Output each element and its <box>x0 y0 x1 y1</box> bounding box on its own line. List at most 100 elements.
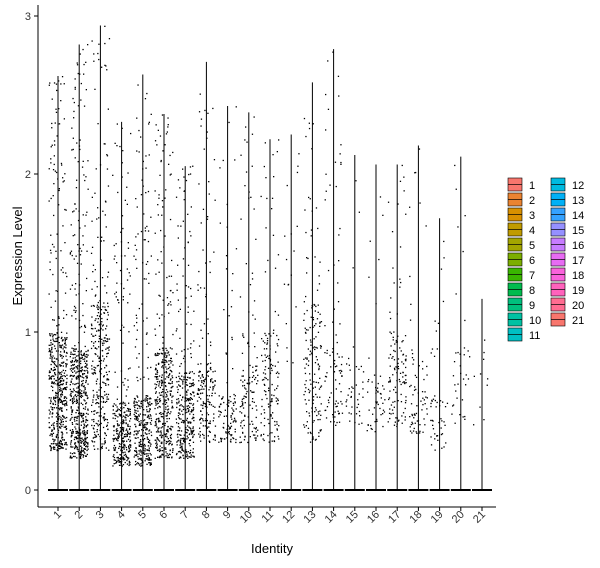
data-point <box>260 422 262 424</box>
data-point <box>176 406 178 409</box>
data-point <box>82 379 84 382</box>
data-point <box>105 371 108 373</box>
data-point <box>167 397 169 400</box>
data-point <box>234 419 236 421</box>
data-point <box>166 372 168 374</box>
data-point <box>104 337 106 339</box>
data-point <box>103 419 106 422</box>
data-point <box>196 400 199 402</box>
data-point <box>125 414 127 416</box>
data-point <box>234 159 236 161</box>
data-point <box>186 394 188 396</box>
data-point <box>48 293 50 295</box>
data-point <box>157 396 159 398</box>
data-point <box>107 108 109 110</box>
data-point <box>57 394 59 396</box>
data-point <box>69 356 71 358</box>
data-point <box>435 330 437 332</box>
data-point <box>55 379 58 382</box>
data-point <box>231 338 233 341</box>
data-point <box>201 386 203 388</box>
data-point <box>156 403 158 405</box>
data-point <box>116 410 118 412</box>
x-tick-label: 17 <box>386 509 403 526</box>
data-point <box>74 442 76 444</box>
data-point <box>123 326 125 328</box>
data-point <box>51 357 53 359</box>
data-point <box>75 383 77 385</box>
data-point <box>119 460 122 463</box>
data-point <box>213 159 216 161</box>
data-point <box>57 328 59 330</box>
data-point <box>147 190 150 193</box>
data-point <box>243 397 245 400</box>
data-point <box>50 443 53 445</box>
data-point <box>352 267 354 269</box>
data-point <box>370 424 372 427</box>
data-point <box>117 191 119 194</box>
data-point <box>188 399 190 401</box>
data-point <box>253 208 255 210</box>
data-point <box>198 183 200 185</box>
data-point <box>389 417 391 420</box>
data-point <box>367 391 369 393</box>
points-10 <box>239 116 259 444</box>
data-point <box>55 443 57 445</box>
data-point <box>253 332 255 334</box>
data-point <box>86 432 88 435</box>
data-point <box>260 434 262 436</box>
data-point <box>96 402 98 404</box>
data-point <box>413 389 416 391</box>
data-point <box>225 255 228 257</box>
data-point <box>276 343 278 345</box>
data-point <box>390 332 392 335</box>
data-point <box>242 335 244 337</box>
data-point <box>434 449 436 451</box>
data-point <box>296 225 298 227</box>
data-point <box>380 414 382 416</box>
data-point <box>59 379 62 382</box>
data-point <box>86 250 88 252</box>
data-point <box>66 416 68 419</box>
violin-10 <box>238 112 259 491</box>
legend-item-20: 20 <box>550 297 584 312</box>
data-point <box>161 380 163 382</box>
data-point <box>348 357 350 360</box>
data-point <box>75 355 78 357</box>
data-point <box>142 424 144 426</box>
data-point <box>75 365 77 368</box>
data-point <box>255 369 258 371</box>
data-point <box>392 374 394 376</box>
data-point <box>122 437 124 439</box>
data-point <box>93 431 96 433</box>
data-point <box>105 434 107 437</box>
data-point <box>54 372 56 374</box>
data-point <box>82 454 84 456</box>
data-point <box>318 432 320 434</box>
data-point <box>54 374 57 376</box>
data-point <box>135 258 137 261</box>
data-point <box>157 456 159 458</box>
data-point <box>134 437 136 439</box>
data-point <box>121 162 123 164</box>
data-point <box>341 375 343 377</box>
data-point <box>98 423 101 426</box>
data-point <box>121 458 123 460</box>
data-point <box>80 82 82 85</box>
data-point <box>54 347 56 350</box>
data-point <box>57 350 59 352</box>
data-point <box>340 163 342 165</box>
data-point <box>85 176 87 178</box>
data-point <box>460 372 462 375</box>
data-point <box>161 441 163 443</box>
data-point <box>307 257 309 260</box>
data-point <box>99 164 102 166</box>
data-point <box>92 389 94 392</box>
data-point <box>77 440 79 442</box>
data-point <box>120 434 122 436</box>
data-point <box>263 439 265 442</box>
data-point <box>161 314 163 316</box>
data-point <box>60 446 62 448</box>
data-point <box>54 401 57 403</box>
data-point <box>136 150 138 152</box>
